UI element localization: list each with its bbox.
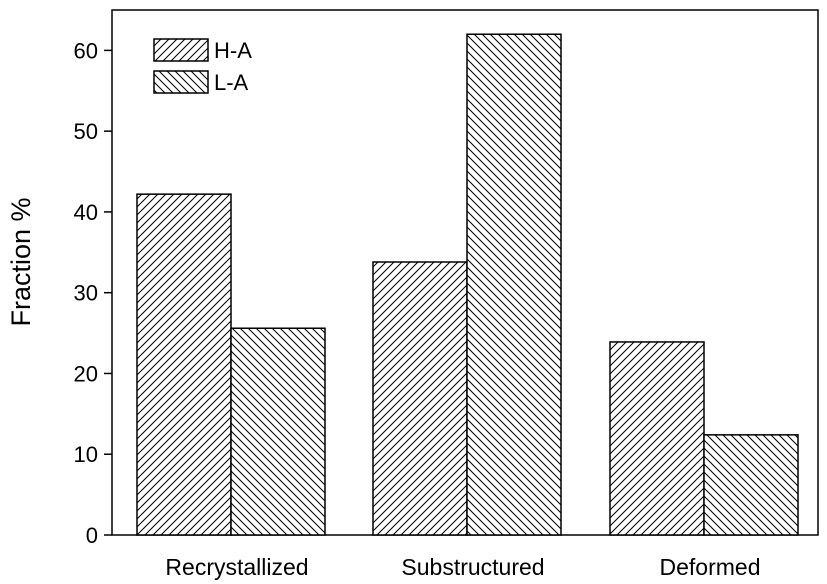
y-tick-label: 0 — [86, 523, 98, 548]
legend-swatch-l-a — [153, 70, 209, 94]
y-tick-label: 20 — [74, 361, 98, 386]
bar-l-a-recrystallized — [230, 327, 326, 536]
bar-l-a-substructured — [466, 33, 562, 536]
y-axis: 0 10 20 30 40 50 60 — [74, 38, 112, 548]
y-tick-label: 60 — [74, 38, 98, 63]
y-tick-label: 30 — [74, 281, 98, 306]
y-tick-label: 50 — [74, 119, 98, 144]
x-tick-label: Deformed — [660, 554, 761, 580]
x-tick-label: Recrystallized — [165, 554, 308, 580]
bar-h-a-substructured — [372, 261, 468, 536]
x-axis-labels: Recrystallized Substructured Deformed — [165, 554, 760, 580]
legend: H-A L-A — [153, 38, 252, 95]
bar-l-a-deformed — [703, 434, 799, 536]
bars — [136, 33, 799, 536]
legend-label-l-a: L-A — [214, 70, 249, 95]
x-tick-label: Substructured — [401, 554, 544, 580]
y-tick-label: 40 — [74, 200, 98, 225]
legend-swatch-h-a — [153, 38, 209, 62]
legend-label-h-a: H-A — [214, 38, 252, 63]
y-axis-title: Fraction % — [6, 197, 36, 326]
y-tick-label: 10 — [74, 442, 98, 467]
bar-h-a-recrystallized — [136, 193, 232, 536]
bar-h-a-deformed — [609, 341, 705, 536]
